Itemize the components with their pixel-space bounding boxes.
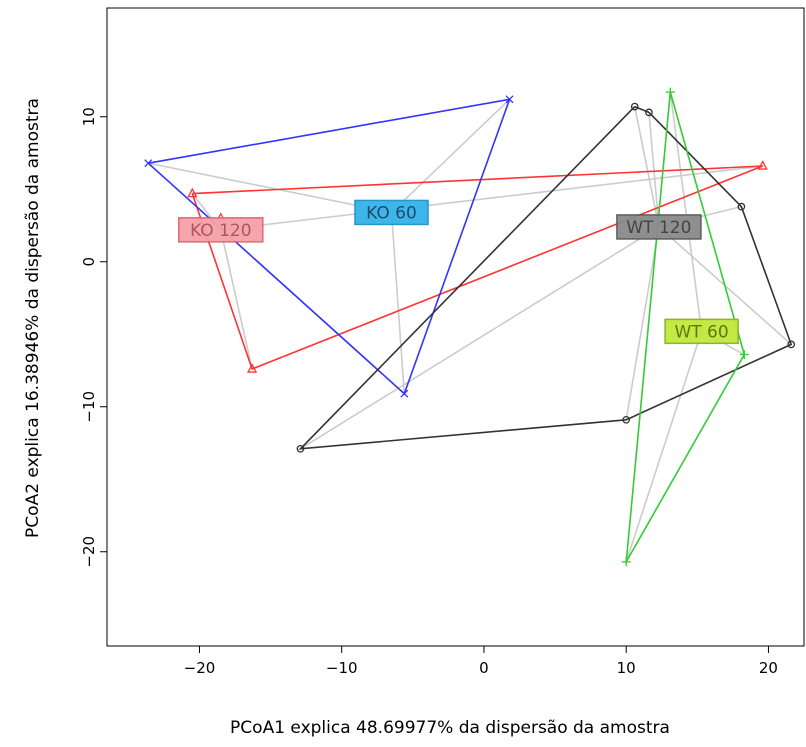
data-point (247, 363, 258, 373)
group-label-ko-60: KO 60 (354, 199, 429, 226)
data-point (787, 340, 796, 349)
spider-lines (148, 91, 792, 563)
x-tick-label: 20 (759, 659, 778, 677)
data-point (630, 102, 639, 111)
y-axis: −20 −10 0 10 (80, 107, 107, 568)
svg-text:KO 60: KO 60 (366, 203, 417, 223)
svg-text:WT 60: WT 60 (674, 322, 728, 342)
group-label-ko-120: KO 120 (178, 217, 264, 243)
data-point (737, 202, 746, 211)
y-axis-label: PCoA2 explica 16.38946% da dispersão da … (23, 98, 43, 538)
data-point (187, 187, 198, 198)
spider-line (633, 106, 660, 228)
spider-line (669, 91, 703, 332)
x-tick-label: 10 (617, 659, 636, 677)
data-point (144, 159, 153, 168)
hull-ko-120 (191, 165, 763, 371)
x-tick-label: −20 (184, 659, 216, 677)
y-tick-label: −20 (80, 536, 98, 568)
y-tick-label: 10 (80, 107, 98, 126)
hull-polygons (147, 91, 793, 563)
hull-wt-120 (298, 105, 793, 450)
x-tick-label: −10 (326, 659, 358, 677)
spider-line (390, 212, 406, 394)
data-point (505, 95, 514, 104)
data-point (621, 557, 631, 567)
data-point (645, 108, 653, 117)
x-axis-label: PCoA1 explica 48.69977% da dispersão da … (230, 718, 670, 738)
hull-ko-60 (147, 98, 511, 396)
spider-line (220, 165, 763, 231)
group-label-wt-60: WT 60 (664, 318, 739, 345)
y-tick-label: −10 (80, 391, 98, 423)
group-label-wt-120: WT 120 (616, 214, 702, 240)
data-point (757, 160, 768, 170)
data-point (622, 415, 631, 424)
data-point (296, 444, 305, 453)
spider-line (390, 98, 511, 214)
svg-text:WT 120: WT 120 (626, 218, 691, 238)
x-tick-label: 0 (479, 659, 489, 677)
spider-line (300, 226, 660, 450)
data-point (400, 389, 409, 398)
spider-line (625, 331, 703, 563)
group-labels: KO 120 KO 60 WT 120 WT 60 (178, 199, 739, 345)
data-point (665, 87, 675, 97)
spider-line (220, 229, 253, 370)
spider-line (148, 162, 392, 214)
data-point (739, 350, 749, 360)
spider-line (625, 226, 660, 420)
x-axis: −20 −10 0 10 20 (184, 646, 778, 677)
plot-frame (106, 7, 805, 647)
hull-wt-60 (625, 91, 746, 563)
svg-text:KO 120: KO 120 (190, 221, 251, 241)
y-tick-label: 0 (80, 257, 98, 267)
